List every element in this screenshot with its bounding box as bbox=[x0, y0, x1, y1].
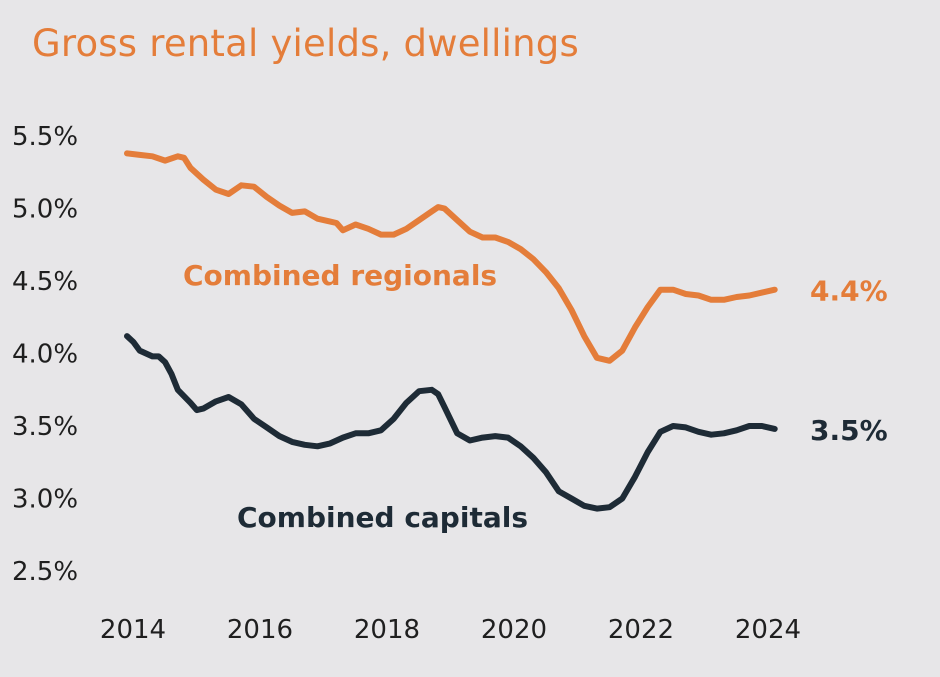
label-layer: Combined regionals 4.4% Combined capitals 3… bbox=[183, 259, 888, 534]
x-tick-label: 2016 bbox=[227, 615, 293, 645]
y-tick-label: 5.0% bbox=[12, 195, 78, 225]
series-layer bbox=[124, 150, 778, 512]
x-tick-label: 2020 bbox=[481, 615, 547, 645]
y-tick-label: 4.0% bbox=[12, 340, 78, 370]
x-tick-label: 2022 bbox=[608, 615, 674, 645]
y-tick-label: 4.5% bbox=[12, 267, 78, 297]
x-tick-label: 2024 bbox=[735, 615, 801, 645]
chart-title: Gross rental yields, dwellings bbox=[32, 22, 579, 65]
y-axis: 2.5% 3.0% 3.5% 4.0% 4.5% 5.0% 5.5% bbox=[12, 122, 78, 587]
y-tick-label: 2.5% bbox=[12, 557, 78, 587]
end-value-label: 3.5% bbox=[810, 414, 888, 447]
x-axis: 2014 2016 2018 2020 2022 2024 bbox=[100, 615, 801, 645]
y-tick-label: 5.5% bbox=[12, 122, 78, 152]
series-label: Combined capitals bbox=[237, 501, 528, 534]
series-label: Combined regionals bbox=[183, 259, 497, 292]
end-value-label: 4.4% bbox=[810, 275, 888, 308]
series-line-combined-capitals bbox=[124, 333, 778, 512]
x-tick-label: 2014 bbox=[100, 615, 166, 645]
y-tick-label: 3.5% bbox=[12, 412, 78, 442]
y-tick-label: 3.0% bbox=[12, 485, 78, 515]
series-line-combined-regionals bbox=[124, 150, 778, 364]
x-tick-label: 2018 bbox=[354, 615, 420, 645]
